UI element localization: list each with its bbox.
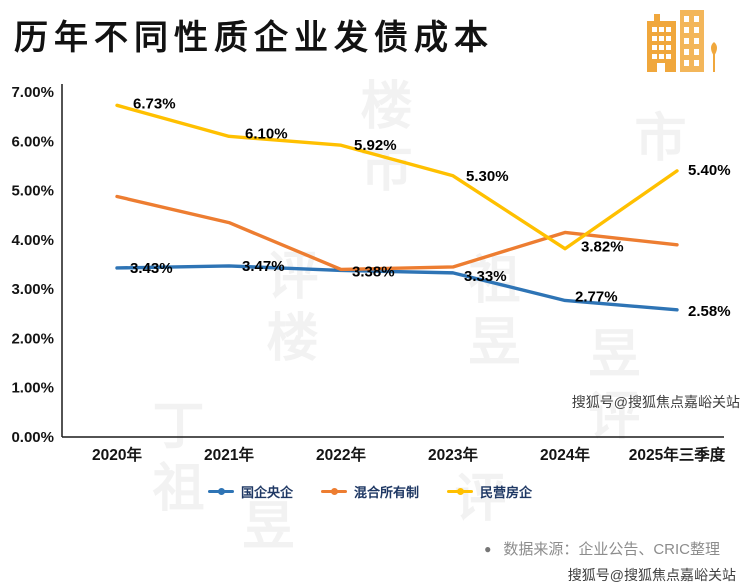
svg-text:2020年: 2020年 [92, 445, 142, 464]
sohu-watermark: 搜狐号@搜狐焦点嘉峪关站 [571, 394, 740, 410]
legend-label: 混合所有制 [353, 485, 419, 500]
chart-legend: 国企央企 混合所有制 民营房企 [0, 482, 740, 501]
svg-text:1.00%: 1.00% [11, 380, 54, 397]
legend-label: 国企央企 [240, 485, 293, 500]
legend-item-private: 民营房企 [447, 482, 532, 501]
brand-watermark: 祖昱 [460, 252, 518, 376]
brand-watermark: 评楼 [258, 248, 316, 372]
svg-text:2022年: 2022年 [316, 445, 366, 464]
svg-text:3.33%: 3.33% [464, 268, 507, 285]
brand-watermark: 昱 [234, 498, 292, 560]
buildings-icon [647, 10, 717, 72]
svg-text:2.00%: 2.00% [11, 330, 54, 347]
svg-text:2025年三季度: 2025年三季度 [629, 445, 726, 464]
svg-text:3.38%: 3.38% [352, 263, 395, 280]
svg-text:3.47%: 3.47% [242, 258, 285, 275]
svg-text:4.00%: 4.00% [11, 232, 54, 249]
brand-watermark: 昱评 [580, 326, 638, 450]
legend-line-marker [320, 488, 347, 495]
svg-text:6.10%: 6.10% [245, 125, 288, 142]
data-source-text: 数据来源：企业公告、CRIC整理 [503, 541, 720, 558]
svg-text:3.43%: 3.43% [130, 260, 173, 277]
brand-watermark: 市 [626, 110, 684, 172]
svg-text:2.58%: 2.58% [688, 303, 731, 320]
legend-label: 民营房企 [480, 485, 533, 500]
svg-text:2021年: 2021年 [204, 445, 254, 464]
svg-text:2024年: 2024年 [540, 445, 590, 464]
svg-text:5.92%: 5.92% [354, 137, 397, 154]
svg-text:5.00%: 5.00% [11, 183, 54, 200]
brand-watermark: 评 [446, 470, 504, 532]
svg-text:5.40%: 5.40% [688, 162, 731, 179]
legend-item-soe: 国企央企 [207, 482, 293, 501]
bullet-icon: ● [484, 541, 492, 556]
page-title: 历年不同性质企业发债成本 [14, 19, 494, 57]
legend-line-marker [447, 488, 473, 495]
svg-text:0.00%: 0.00% [11, 429, 54, 446]
svg-text:7.00%: 7.00% [11, 84, 54, 101]
svg-text:3.82%: 3.82% [581, 239, 624, 256]
data-source: ● 数据来源：企业公告、CRIC整理 [484, 538, 720, 559]
svg-text:5.30%: 5.30% [466, 168, 509, 185]
svg-text:6.73%: 6.73% [133, 95, 176, 112]
brand-watermark: 楼市 [352, 78, 410, 202]
brand-watermark: 丁祖 [144, 398, 202, 522]
legend-item-mixed: 混合所有制 [320, 482, 419, 501]
svg-text:2.77%: 2.77% [575, 288, 618, 305]
svg-text:2023年: 2023年 [428, 445, 478, 464]
sohu-watermark: 搜狐号@搜狐焦点嘉峪关站 [567, 567, 736, 583]
svg-text:3.00%: 3.00% [11, 281, 54, 298]
line-chart: 0.00% 1.00% 2.00% 3.00% 4.00% 5.00% 6.00% 7.00%… [11, 84, 731, 464]
legend-line-marker [207, 488, 234, 495]
svg-text:6.00%: 6.00% [11, 133, 54, 150]
